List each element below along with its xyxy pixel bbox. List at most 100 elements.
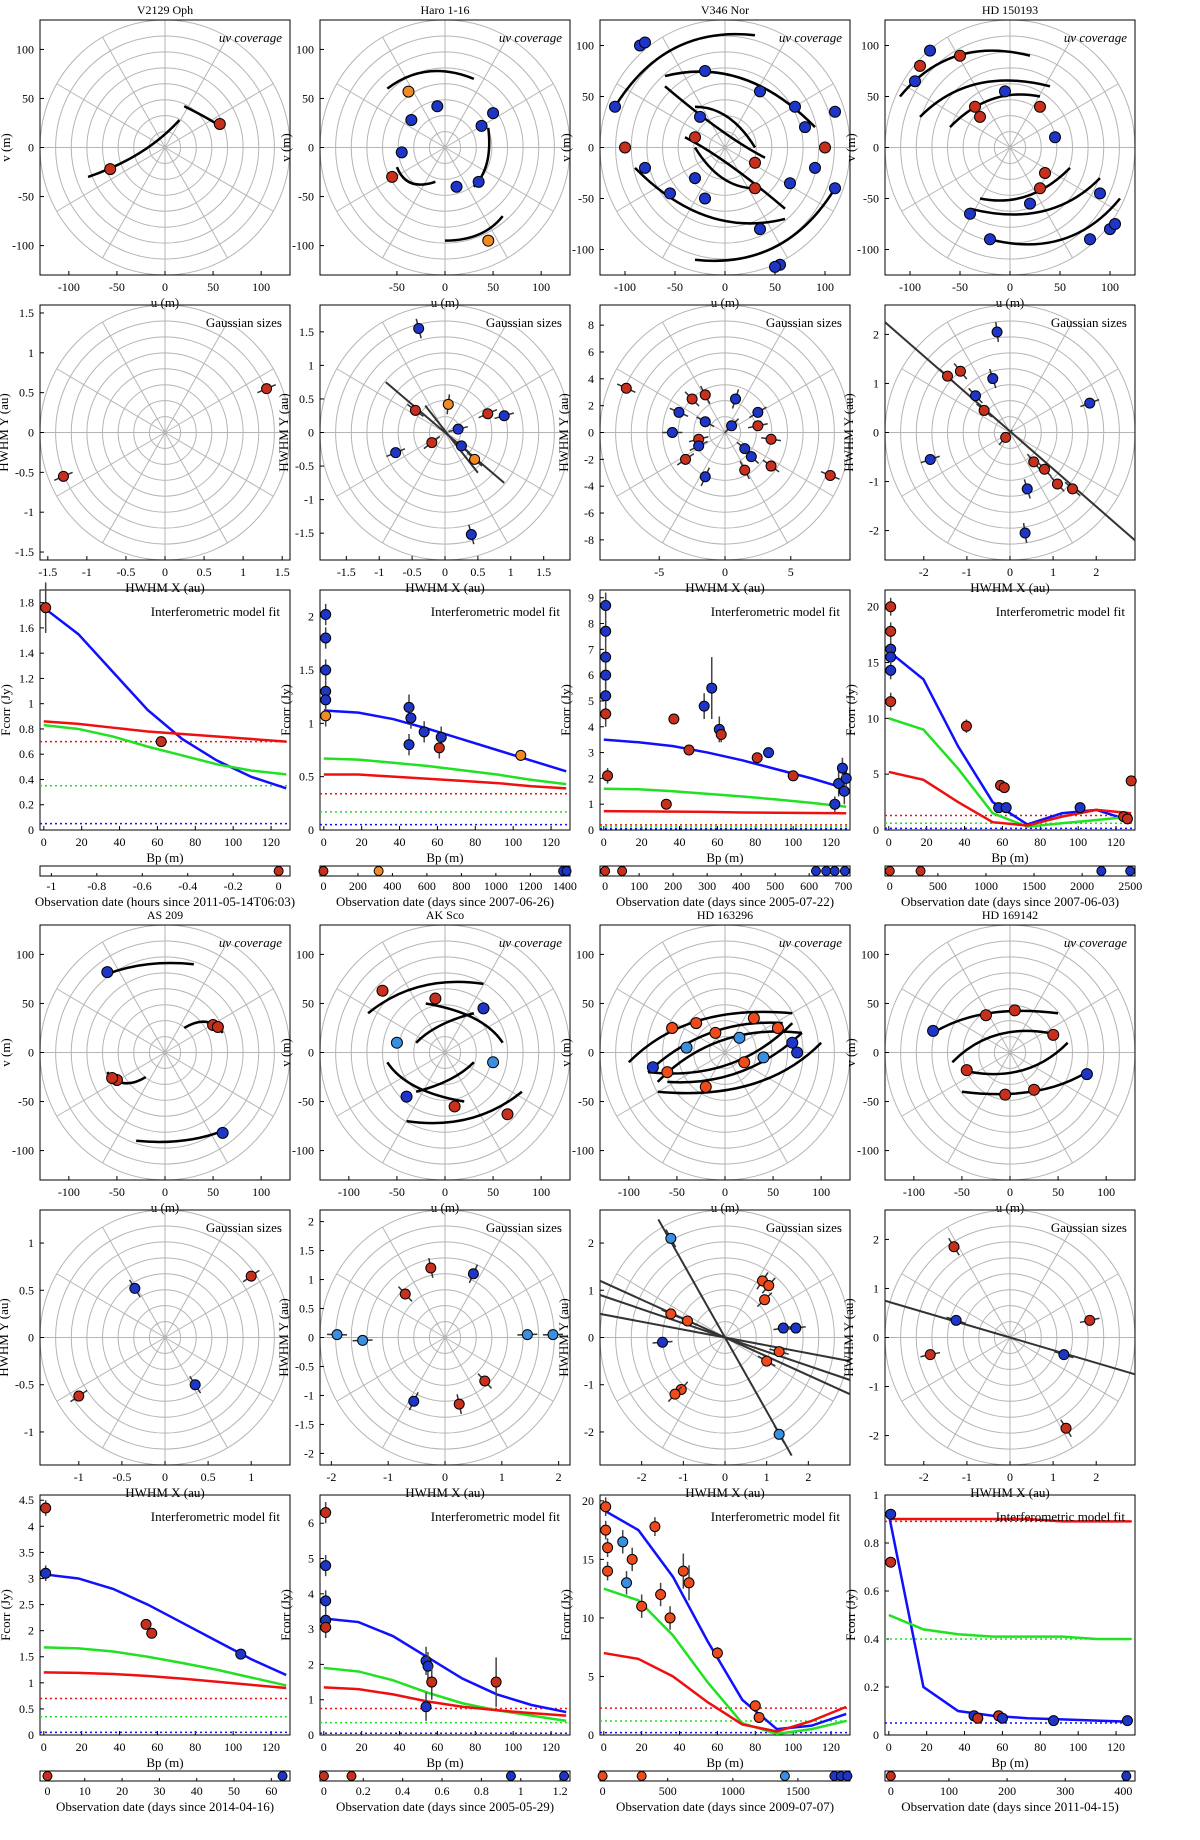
x-tick-label: 100 <box>1097 1185 1115 1199</box>
grid-spoke <box>164 432 274 497</box>
x-tick-label: -1 <box>74 1470 84 1484</box>
y-tick-label: 1 <box>588 797 594 811</box>
x-tick-label: 0 <box>1007 565 1013 579</box>
x-tick-label: 700 <box>834 879 852 893</box>
data-point <box>73 1390 85 1402</box>
data-point <box>786 1036 799 1049</box>
x-tick-label: 1 <box>1050 1470 1056 1484</box>
grid-spoke <box>382 1226 446 1338</box>
x-tick-label: 0 <box>442 565 448 579</box>
data-point <box>749 1700 761 1712</box>
data-point <box>600 708 612 720</box>
data-point <box>501 1108 514 1121</box>
data-point <box>400 1090 413 1103</box>
data-point <box>706 682 718 694</box>
x-tick-label: -50 <box>669 1185 685 1199</box>
data-point <box>733 1031 746 1044</box>
y-tick-label: 2.5 <box>19 1598 34 1612</box>
y-tick-label: 0 <box>308 1331 314 1345</box>
data-point <box>1034 182 1046 195</box>
x-tick-label: 80 <box>469 1740 481 1754</box>
x-tick-label: -50 <box>109 280 125 294</box>
x-tick-label: 40 <box>674 835 686 849</box>
y-tick-label: 8 <box>588 318 594 332</box>
y-tick-label: 4 <box>588 372 594 386</box>
y-tick-label: 100 <box>576 39 594 53</box>
y-tick-label: -1.5 <box>295 526 314 540</box>
x-tick-label: 0 <box>601 1740 607 1754</box>
y-tick-label: 1.5 <box>299 1244 314 1258</box>
data-point <box>1121 1771 1132 1781</box>
x-tick-label: 2 <box>1093 565 1099 579</box>
gauss-panel-label: Gaussian sizes <box>1051 1220 1127 1235</box>
fit-y-axis-label: Fcorr (Jy) <box>843 1589 858 1641</box>
x-tick-label: 5 <box>788 565 794 579</box>
data-point <box>669 1388 681 1400</box>
x-tick-label: 0 <box>1007 1470 1013 1484</box>
y-tick-label: 0.2 <box>864 1680 879 1694</box>
grid-spoke <box>444 988 554 1053</box>
grid-spoke <box>947 1337 1011 1449</box>
data-point <box>453 1398 465 1410</box>
timeline-frame <box>39 865 291 877</box>
data-point <box>273 866 284 876</box>
grid-spoke <box>901 1337 1011 1402</box>
x-tick-label: -2 <box>637 1470 647 1484</box>
y-tick-label: 2 <box>873 1232 879 1246</box>
grid-spoke <box>164 368 274 433</box>
x-tick-label: -50 <box>389 1185 405 1199</box>
timeline-label: Observation date (hours since 2011-05-14… <box>35 894 295 909</box>
uv-x-axis-label: u (m) <box>711 1200 740 1215</box>
y-tick-label: -100 <box>12 239 34 253</box>
data-point <box>665 1308 677 1320</box>
grid-spoke <box>56 1337 166 1402</box>
x-tick-label: 1500 <box>1022 879 1046 893</box>
x-tick-label: -100 <box>618 1185 640 1199</box>
gauss-panel-label: Gaussian sizes <box>486 315 562 330</box>
data-point <box>699 65 711 77</box>
x-tick-label: 1 <box>764 1470 770 1484</box>
data-point <box>216 1126 229 1139</box>
data-point <box>602 770 614 782</box>
y-tick-label: -6 <box>584 506 594 520</box>
grid-spoke <box>382 321 446 433</box>
x-tick-label: 40 <box>191 1784 203 1798</box>
data-point <box>277 1771 288 1781</box>
data-point <box>104 163 117 176</box>
y-tick-label: 0 <box>308 141 314 155</box>
fit-x-axis-label: Bp (m) <box>146 1755 183 1770</box>
object-title: V346 Nor <box>701 3 749 17</box>
x-tick-label: -50 <box>954 1185 970 1199</box>
x-tick-label: 0.6 <box>435 1784 450 1798</box>
data-point <box>636 1600 648 1612</box>
data-point <box>690 1017 703 1030</box>
y-tick-label: -2 <box>584 1425 594 1439</box>
y-tick-label: -1 <box>304 493 314 507</box>
data-point <box>472 175 485 188</box>
data-point <box>666 1021 679 1034</box>
y-tick-label: 5 <box>308 1552 314 1566</box>
data-point <box>403 701 415 713</box>
y-tick-label: -100 <box>857 1144 879 1158</box>
grid-spoke <box>724 1052 788 1164</box>
gaussian-sizes-panel: -1 -0.5 0 0.5 1 -1 -0.5 0 0.5 1 Gaussian sizes HWHM… <box>0 1209 291 1500</box>
data-point <box>699 1080 712 1093</box>
y-tick-label: 0 <box>873 141 879 155</box>
x-tick-label: 0 <box>442 1470 448 1484</box>
y-tick-label: 0.2 <box>19 798 34 812</box>
grid-spoke <box>1009 1337 1119 1402</box>
model-curve <box>323 1666 567 1723</box>
x-tick-label: 60 <box>151 1740 163 1754</box>
x-tick-label: 100 <box>784 835 802 849</box>
data-point <box>469 453 481 465</box>
grid-spoke <box>444 368 554 433</box>
grid-spoke <box>901 1273 1011 1338</box>
data-point <box>738 1056 751 1069</box>
model-curve <box>323 1686 567 1717</box>
grid-spoke <box>444 36 508 148</box>
uv-track <box>386 69 475 90</box>
data-point <box>819 141 831 154</box>
x-tick-label: -1 <box>46 879 56 893</box>
